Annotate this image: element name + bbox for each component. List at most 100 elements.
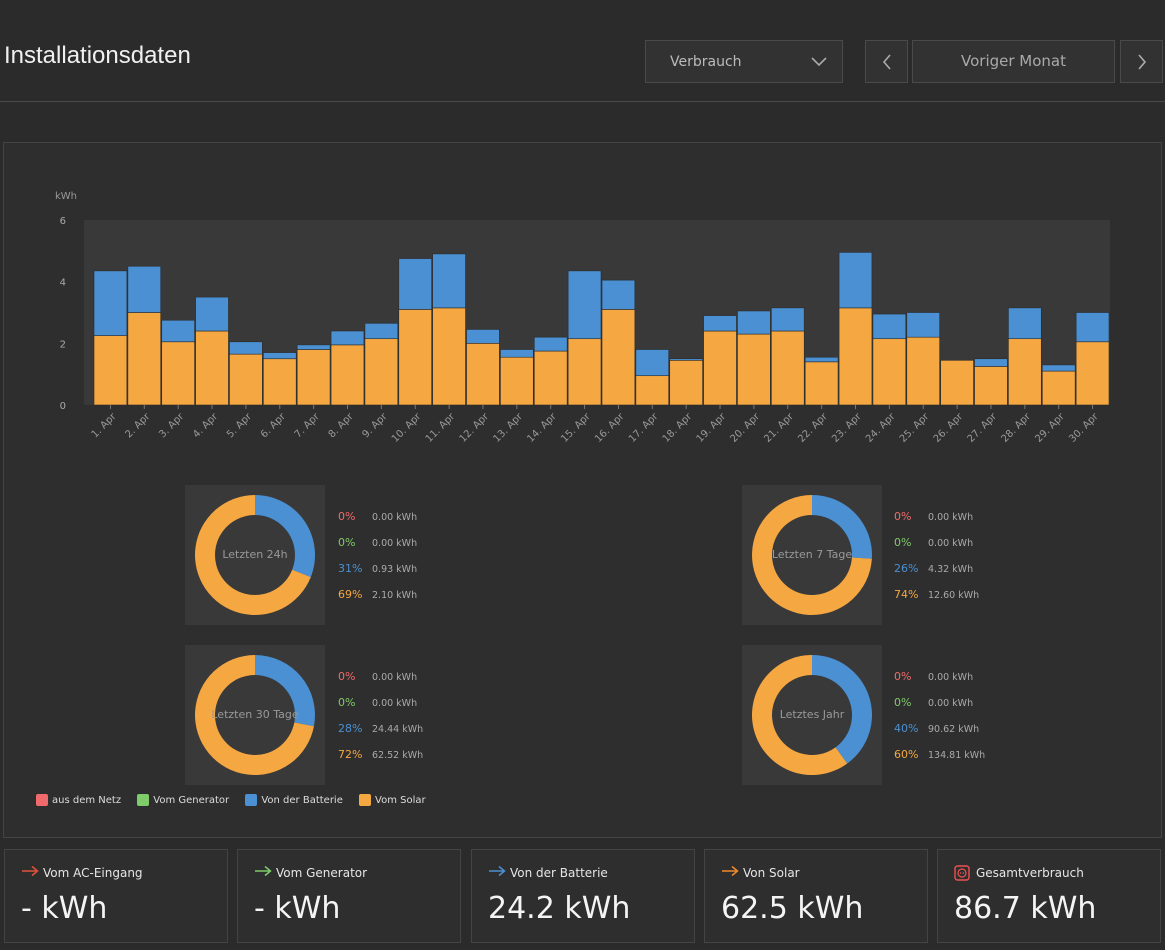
bar-solar (1008, 338, 1042, 406)
donut-label: Letzten 7 Tage (771, 548, 853, 561)
bar-solar (804, 361, 839, 406)
summary-row-battery: 40% 90.62 kWh (894, 722, 980, 735)
bar-battery (703, 315, 737, 332)
x-tick-label: 9. Apr (360, 411, 390, 441)
chevron-left-icon (882, 53, 891, 70)
y-tick-label: 4 (60, 278, 66, 289)
card-value: 62.5 kWh (721, 891, 864, 926)
x-tick-label: 12. Apr (458, 411, 492, 445)
data-type-dropdown[interactable]: Verbrauch (645, 40, 843, 83)
x-tick-label: 5. Apr (225, 411, 255, 441)
consumption-bar-chart: kWh 0 2 4 6 1. Apr 2. Apr 3. Apr 4. Apr 5. Apr 6. … (55, 191, 1110, 445)
x-tick-label: 30. Apr (1067, 411, 1101, 445)
x-tick-label: 15. Apr (559, 411, 593, 445)
x-tick-label: 27. Apr (966, 411, 1000, 445)
bar-solar (93, 335, 128, 406)
x-tick-label: 3. Apr (157, 411, 187, 441)
x-tick-label: 11. Apr (424, 411, 458, 445)
bar-solar (974, 366, 1008, 406)
bar-battery (906, 312, 940, 338)
summary-row-grid: 0% 0.00 kWh (894, 510, 974, 523)
bar-battery (737, 310, 771, 335)
x-tick-label: 17. Apr (627, 411, 661, 445)
summary-row-solar: 69% 2.10 kWh (338, 588, 418, 601)
bar-battery (1075, 312, 1110, 343)
summary-row-grid: 0% 0.00 kWh (338, 510, 418, 523)
donut-slice-battery (812, 655, 872, 764)
legend-item-solar[interactable]: Vom Solar (359, 794, 426, 806)
x-tick-label: 28. Apr (999, 411, 1033, 445)
card-title: Von der Batterie (510, 866, 608, 880)
legend-item-generator[interactable]: Vom Generator (137, 794, 229, 806)
x-tick-label: 24. Apr (864, 411, 898, 445)
bar-battery (567, 270, 602, 340)
card-value: 86.7 kWh (954, 891, 1097, 926)
previous-period-button[interactable] (865, 40, 908, 83)
x-tick-label: 4. Apr (191, 411, 221, 441)
bar-battery (263, 352, 297, 360)
bar-solar (703, 330, 737, 406)
donut-slice-solar (752, 495, 872, 615)
page-header: Installationsdaten Verbrauch Voriger Mon… (0, 0, 1165, 102)
x-tick-label: 21. Apr (762, 411, 796, 445)
card-title: Gesamtverbrauch (976, 866, 1084, 880)
donut-last-7-days: Letzten 7 Tage (742, 485, 882, 625)
card-title: Vom Generator (276, 866, 368, 880)
bar-solar (195, 330, 229, 406)
summary-row-battery: 28% 24.44 kWh (338, 722, 424, 735)
donut-label: Letztes Jahr (779, 708, 845, 721)
bar-solar (906, 336, 940, 406)
bar-solar (567, 338, 602, 406)
consumption-icon (954, 865, 970, 881)
x-tick-label: 13. Apr (491, 411, 525, 445)
page-title: Installationsdaten (4, 42, 191, 69)
bar-solar (330, 344, 365, 406)
bar-battery (1041, 364, 1076, 372)
summary-row-battery: 26% 4.32 kWh (894, 562, 974, 575)
period-selector[interactable]: Voriger Monat (912, 40, 1115, 83)
legend-item-battery[interactable]: Von der Batterie (245, 794, 343, 806)
legend-item-grid[interactable]: aus dem Netz (36, 794, 121, 806)
bar-solar (669, 359, 703, 406)
bar-solar (533, 350, 568, 406)
bar-battery (330, 330, 365, 346)
x-tick-label: 29. Apr (1033, 411, 1067, 445)
x-tick-label: 22. Apr (796, 411, 830, 445)
summary-row-solar: 60% 134.81 kWh (894, 748, 986, 761)
y-tick-label: 0 (60, 401, 66, 412)
bar-battery (195, 296, 229, 332)
donut-label: Letzten 30 Tage (211, 708, 299, 721)
x-tick-label: 10. Apr (390, 411, 424, 445)
x-tick-label: 20. Apr (729, 411, 763, 445)
bar-battery (398, 258, 432, 310)
next-period-button[interactable] (1120, 40, 1163, 83)
donut-last-24h: Letzten 24h (185, 485, 325, 625)
x-tick-label: 25. Apr (898, 411, 932, 445)
bar-solar (296, 349, 331, 406)
donut-last-year: Letztes Jahr (742, 645, 882, 785)
x-tick-label: 7. Apr (293, 411, 323, 441)
y-tick-label: 2 (60, 339, 66, 350)
card-value: - kWh (254, 891, 341, 926)
x-tick-label: 6. Apr (259, 411, 289, 441)
card-total-consumption: Gesamtverbrauch 86.7 kWh (937, 849, 1161, 943)
chevron-right-icon (1137, 53, 1146, 70)
bar-solar (737, 333, 771, 406)
arrow-right-icon (255, 865, 272, 877)
arrow-right-icon (722, 865, 739, 877)
bar-solar (432, 307, 466, 406)
summary-row-grid: 0% 0.00 kWh (894, 670, 974, 683)
legend-swatch (359, 794, 372, 806)
summary-row-solar: 72% 62.52 kWh (338, 748, 424, 761)
card-value: - kWh (21, 891, 108, 926)
summary-row-generator: 0% 0.00 kWh (338, 536, 418, 549)
card-ac-input: Vom AC-Eingang - kWh (4, 849, 228, 943)
bar-battery (601, 279, 636, 310)
x-tick-label: 8. Apr (327, 411, 357, 441)
bar-battery (296, 344, 331, 350)
bar-battery (127, 265, 162, 313)
summary-row-grid: 0% 0.00 kWh (338, 670, 418, 683)
bar-battery (804, 356, 839, 363)
bar-solar (229, 353, 263, 406)
bar-solar (398, 309, 432, 406)
